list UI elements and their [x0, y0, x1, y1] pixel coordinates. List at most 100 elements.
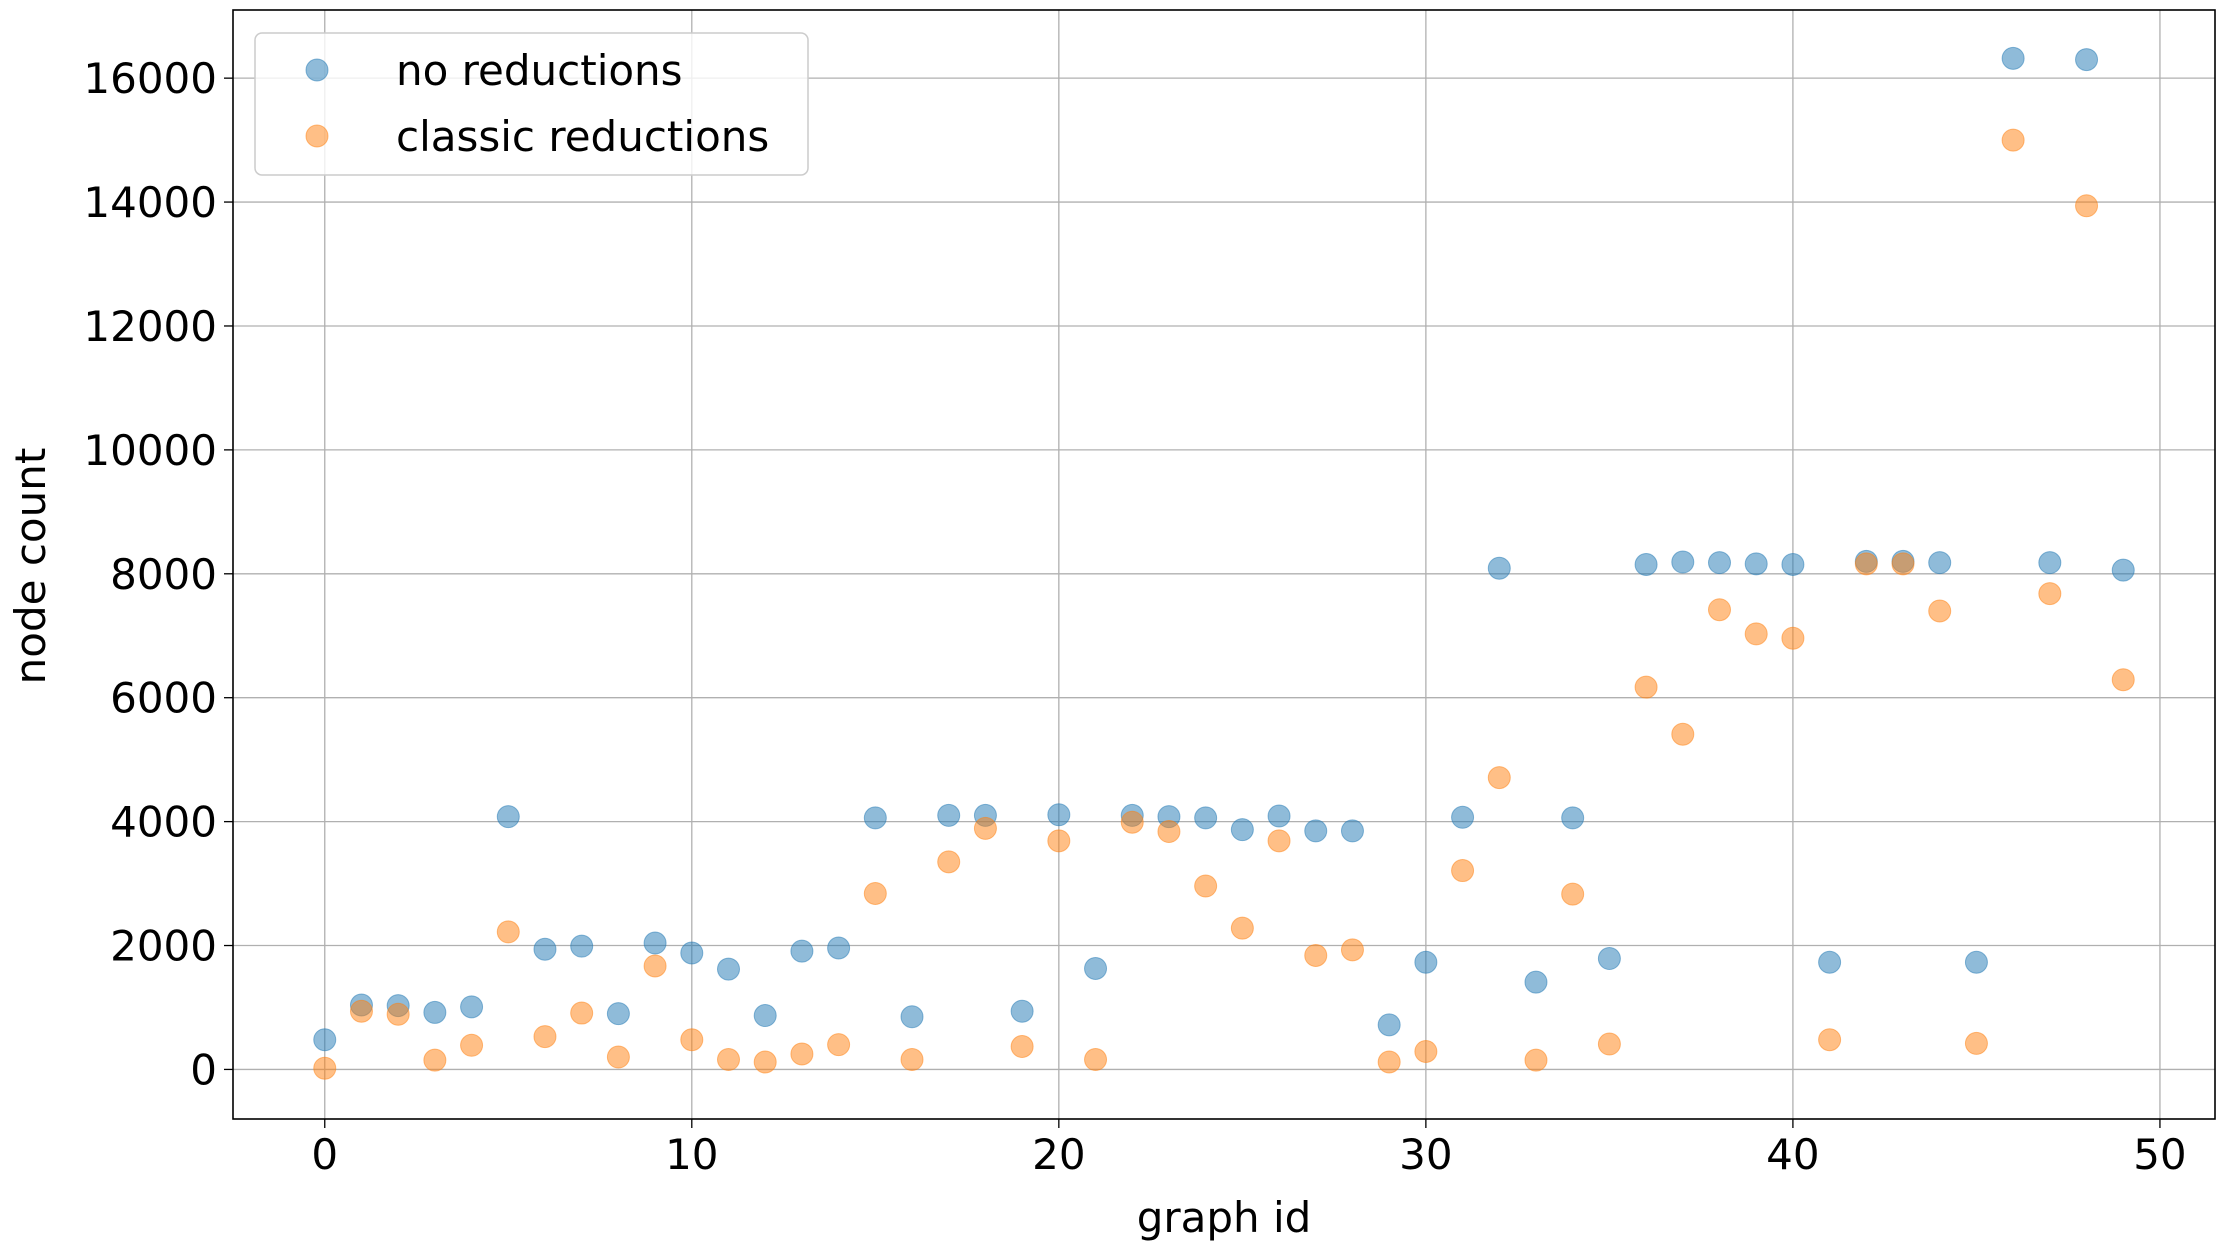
axis-ticks: 0 10 20 30 40 50 0 2000 4000 6000 8000 10000 12000 14… — [83, 54, 2186, 1179]
x-tick-label: 10 — [665, 1130, 718, 1179]
y-axis-label: node count — [6, 448, 55, 685]
data-point — [827, 1033, 851, 1057]
data-point — [1047, 803, 1071, 827]
data-point — [1414, 950, 1438, 974]
data-point — [1157, 820, 1181, 844]
data-point — [937, 850, 961, 874]
y-tick-label: 12000 — [83, 302, 217, 351]
plot-area-frame — [232, 9, 2216, 1120]
data-point — [753, 1050, 777, 1074]
legend-label: classic reductions — [396, 112, 769, 161]
data-point — [1634, 553, 1658, 576]
data-point — [2111, 558, 2135, 582]
y-tick-label: 4000 — [110, 798, 217, 847]
data-point — [349, 999, 373, 1023]
legend: no reductions classic reductions — [254, 32, 809, 176]
data-point — [1451, 805, 1475, 829]
data-point — [863, 881, 887, 905]
data-point — [790, 1042, 814, 1066]
data-point — [1487, 766, 1511, 790]
data-point — [1708, 598, 1731, 622]
data-point — [680, 941, 704, 965]
data-point — [937, 803, 961, 827]
data-points — [313, 46, 2135, 1080]
data-point — [1891, 552, 1915, 576]
data-point — [1818, 950, 1842, 974]
data-point — [1340, 819, 1364, 843]
x-tick-label: 20 — [1032, 1130, 1085, 1179]
data-point — [2038, 551, 2062, 575]
data-point — [1524, 970, 1548, 994]
data-point — [1597, 1032, 1621, 1056]
data-point — [2075, 48, 2099, 72]
data-point — [1084, 956, 1108, 980]
data-point — [1451, 859, 1475, 883]
y-tick-label: 2000 — [110, 922, 217, 971]
data-point — [1781, 626, 1805, 650]
data-point — [1487, 556, 1511, 580]
data-point — [1781, 553, 1805, 576]
legend-label: no reductions — [396, 46, 683, 95]
data-point — [1964, 950, 1988, 974]
data-point — [533, 1025, 557, 1049]
data-point — [1561, 882, 1585, 906]
data-point — [790, 939, 814, 963]
data-point — [496, 920, 520, 944]
data-point — [2111, 668, 2135, 692]
data-point — [1230, 916, 1254, 940]
data-point — [1928, 551, 1952, 575]
data-point — [2001, 46, 2025, 70]
data-point — [1377, 1013, 1401, 1037]
data-point — [827, 936, 851, 960]
series-1 — [313, 128, 2135, 1080]
data-point — [643, 954, 667, 978]
data-point — [753, 1004, 777, 1028]
data-point — [1671, 722, 1695, 746]
data-point — [900, 1005, 924, 1029]
x-tick-label: 0 — [311, 1130, 338, 1179]
data-point — [1744, 552, 1768, 576]
data-point — [1671, 550, 1695, 574]
data-point — [1230, 818, 1254, 842]
data-point — [1194, 806, 1218, 830]
data-point — [1524, 1048, 1548, 1072]
x-tick-label: 40 — [1766, 1130, 1819, 1179]
data-point — [313, 1056, 337, 1080]
y-tick-label: 6000 — [110, 674, 217, 723]
legend-marker — [305, 58, 329, 82]
data-point — [1414, 1039, 1438, 1063]
data-point — [313, 1028, 337, 1052]
data-point — [606, 1002, 630, 1026]
data-point — [1120, 810, 1144, 834]
data-point — [900, 1048, 924, 1072]
data-point — [1304, 819, 1328, 843]
data-point — [1708, 551, 1731, 575]
data-point — [386, 1002, 410, 1026]
data-point — [460, 995, 484, 1019]
data-point — [2075, 194, 2099, 218]
data-point — [533, 937, 557, 961]
legend-marker — [305, 124, 329, 148]
data-point — [1047, 829, 1071, 853]
data-point — [1744, 622, 1768, 646]
data-point — [1010, 999, 1034, 1023]
data-point — [423, 1048, 447, 1072]
data-point — [717, 1048, 740, 1072]
data-point — [1010, 1035, 1034, 1059]
data-point — [1818, 1028, 1842, 1052]
data-point — [1084, 1048, 1108, 1072]
data-point — [460, 1033, 484, 1057]
data-point — [643, 931, 667, 955]
y-tick-label: 14000 — [83, 178, 217, 227]
y-tick-label: 16000 — [83, 54, 217, 103]
y-tick-label: 10000 — [83, 426, 217, 475]
data-point — [973, 816, 997, 840]
data-point — [1340, 938, 1364, 962]
data-point — [1634, 675, 1658, 699]
x-tick-label: 30 — [1399, 1130, 1452, 1179]
data-point — [570, 934, 594, 958]
data-point — [1964, 1031, 1988, 1055]
data-point — [1561, 806, 1585, 830]
data-point — [863, 806, 887, 830]
